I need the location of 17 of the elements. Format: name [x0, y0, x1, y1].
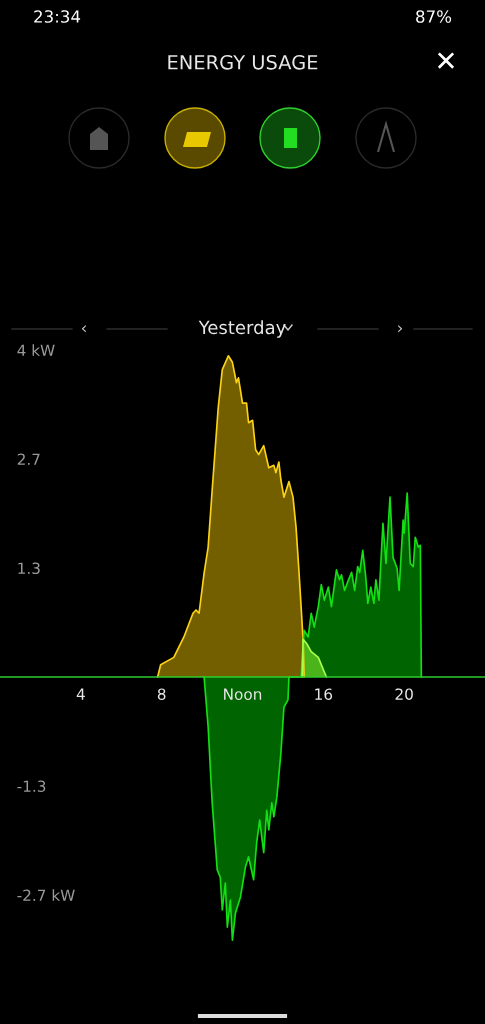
x-tick-label: 16 [315, 688, 333, 700]
annotation: ‹ [81, 324, 86, 333]
y-tick-label: -1.3 [17, 780, 46, 792]
x-tick-label: 4 [76, 688, 85, 700]
x-tick-label: 20 [395, 688, 413, 700]
annotation: 87% [416, 10, 452, 23]
annotation: › [398, 324, 403, 333]
annotation: 23:34 [34, 10, 81, 23]
x-tick-label: 8 [157, 688, 166, 700]
y-tick-label: 1.3 [18, 562, 40, 575]
y-tick-label: 2.7 [17, 453, 40, 465]
y-tick-label: 4 kW [17, 344, 55, 356]
x-tick-label: Noon [224, 688, 262, 700]
text: ENERGY USAGE [168, 54, 318, 70]
annotation: ✕ [437, 52, 455, 69]
y-tick-label: -2.7 kW [17, 889, 75, 901]
text: Yesterday [198, 320, 286, 338]
